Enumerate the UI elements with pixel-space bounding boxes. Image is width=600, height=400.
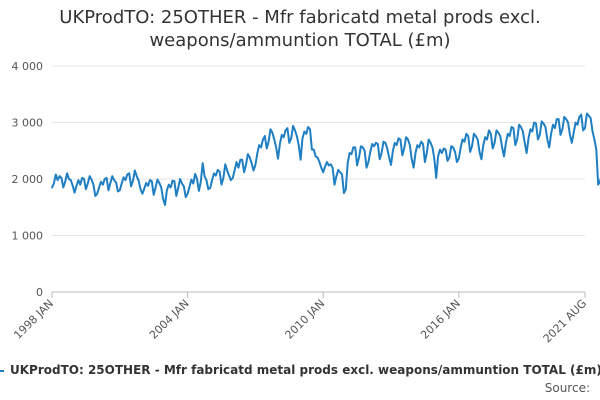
series-group: [51, 112, 600, 206]
y-axis: 0 1 000 2 000 3 000 4 000: [12, 60, 44, 299]
y-tick-label: 1 000: [12, 230, 44, 243]
legend[interactable]: UKProdTO: 25OTHER - Mfr fabricatd metal …: [0, 363, 600, 377]
y-tick-label: 0: [36, 286, 43, 299]
legend-label: UKProdTO: 25OTHER - Mfr fabricatd metal …: [10, 363, 600, 377]
x-tick-label: 2021 AUG: [541, 297, 590, 346]
grid-lines: [52, 65, 585, 293]
series-line[interactable]: [51, 112, 600, 206]
chart-title: UKProdTO: 25OTHER - Mfr fabricatd metal …: [59, 7, 541, 51]
source-label: Source:: [544, 381, 590, 395]
y-tick-label: 4 000: [12, 60, 44, 73]
y-tick-label: 2 000: [12, 173, 44, 186]
x-tick-label: 1998 JAN: [11, 297, 56, 342]
x-tick-label: 2016 JAN: [418, 297, 463, 342]
x-axis: 1998 JAN 2004 JAN 2010 JAN 2016 JAN 2021 AUG: [11, 292, 589, 345]
x-tick-label: 2010 JAN: [283, 297, 328, 342]
y-tick-label: 3 000: [12, 117, 44, 130]
x-tick-label: 2004 JAN: [147, 297, 192, 342]
legend-swatch: [0, 369, 4, 372]
